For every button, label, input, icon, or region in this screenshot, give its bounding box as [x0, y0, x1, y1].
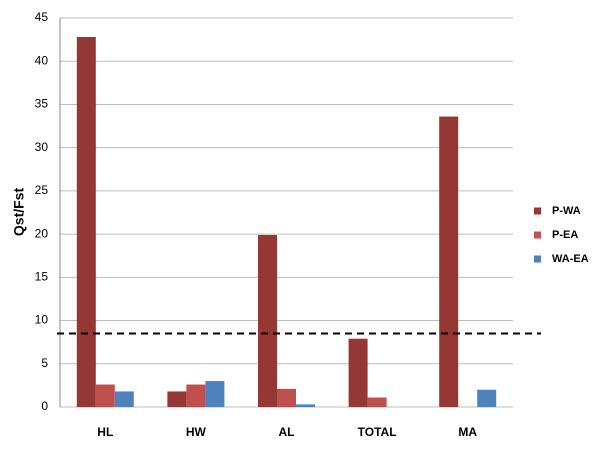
x-tick-label: TOTAL — [358, 425, 397, 439]
bar — [186, 384, 206, 407]
y-tick-label: 30 — [35, 140, 49, 154]
bar — [348, 338, 368, 407]
bar — [205, 381, 225, 407]
y-tick-label: 25 — [35, 183, 49, 197]
bar — [477, 389, 497, 407]
x-tick-label: HW — [186, 425, 207, 439]
bar — [439, 116, 459, 408]
y-tick-label: 35 — [35, 97, 49, 111]
y-tick-label: 10 — [35, 313, 49, 327]
x-tick-label: MA — [458, 425, 477, 439]
legend-swatch — [534, 207, 541, 215]
bar — [367, 397, 387, 407]
legend-label: P-EA — [552, 229, 578, 241]
y-axis-label: Qst/Fst — [11, 188, 27, 237]
y-tick-label: 15 — [35, 270, 49, 284]
bar — [258, 234, 277, 407]
legend-swatch — [534, 255, 541, 263]
legend-label: WA-EA — [552, 253, 589, 265]
y-tick-label: 0 — [41, 399, 48, 413]
legend-label: P-WA — [552, 205, 581, 217]
y-tick-label: 40 — [35, 53, 49, 67]
y-tick-label: 5 — [41, 356, 48, 370]
bar — [167, 391, 187, 407]
x-tick-label: HL — [97, 425, 113, 439]
bar — [114, 391, 134, 407]
y-tick-label: 45 — [35, 10, 49, 24]
bar — [95, 384, 115, 407]
x-tick-label: AL — [279, 425, 295, 439]
legend-swatch — [534, 231, 541, 239]
bar — [76, 37, 96, 408]
bar — [296, 404, 315, 407]
y-tick-label: 20 — [35, 226, 49, 240]
bar — [277, 388, 296, 407]
